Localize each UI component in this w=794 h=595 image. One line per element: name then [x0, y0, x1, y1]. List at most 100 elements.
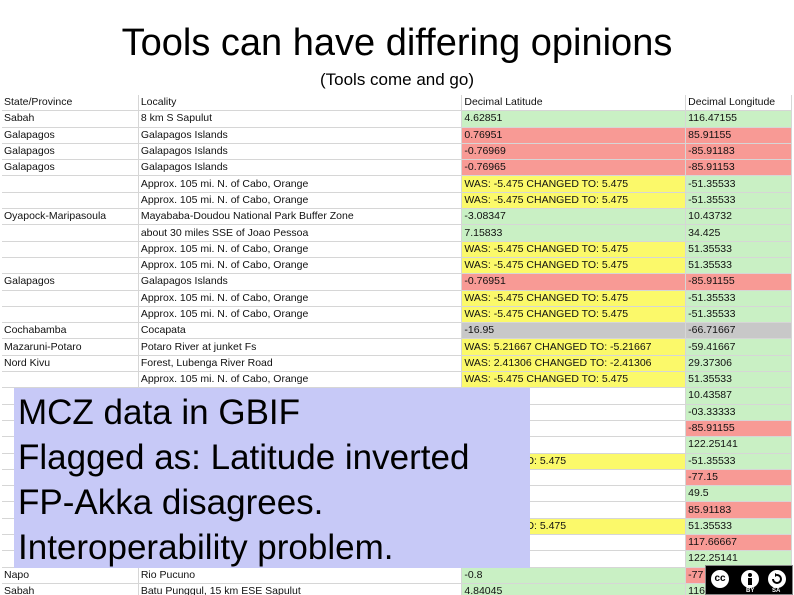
table-header-row: State/Province Locality Decimal Latitude… [2, 95, 792, 112]
longitude-cell: -51.35533 [685, 192, 792, 210]
longitude-cell: -51.35533 [685, 306, 792, 324]
latitude-cell: WAS: 2.41306 CHANGED TO: -2.41306 [461, 355, 687, 373]
longitude-cell: 51.35533 [685, 241, 792, 258]
longitude-cell: 34.425 [685, 224, 792, 242]
longitude-cell: -85.91153 [685, 159, 792, 177]
longitude-cell: -85.91155 [685, 273, 792, 291]
longitude-cell: 10.43587 [685, 387, 792, 405]
column-header: Locality [138, 95, 463, 112]
latitude-cell: WAS: -5.475 CHANGED TO: 5.475 [461, 306, 687, 324]
state-cell: Napo [2, 567, 139, 584]
latitude-cell: -16.95 [461, 322, 687, 340]
state-cell [2, 241, 139, 258]
latitude-cell: 4.62851 [461, 110, 687, 128]
state-cell [2, 192, 139, 210]
latitude-cell: WAS: -5.475 CHANGED TO: 5.475 [461, 257, 687, 275]
state-cell: Nord Kivu [2, 355, 139, 373]
state-cell [2, 175, 139, 193]
longitude-cell: 117.66667 [685, 534, 792, 552]
state-cell: Galapagos [2, 127, 139, 144]
table-row: Cochabamba Cocapata -16.95 -66.71667 [2, 322, 792, 340]
longitude-cell: 29.37306 [685, 355, 792, 373]
table-row: Galapagos Galapagos Islands -0.76969 -85.91… [2, 143, 792, 161]
column-header: Decimal Longitude [685, 95, 792, 112]
longitude-cell: -59.41667 [685, 338, 792, 356]
sa-label: SA [772, 588, 781, 594]
longitude-cell: 85.91155 [685, 127, 792, 144]
state-cell: Galapagos [2, 143, 139, 161]
by-label: BY [746, 588, 755, 594]
attribution-icon [739, 568, 761, 590]
longitude-cell: 51.35533 [685, 257, 792, 275]
locality-cell: Approx. 105 mi. N. of Cabo, Orange [138, 371, 463, 389]
longitude-cell: -85.91183 [685, 143, 792, 161]
latitude-cell: 7.15833 [461, 224, 687, 242]
locality-cell: Rio Pucuno [138, 567, 463, 584]
longitude-cell: 122.25141 [685, 436, 792, 454]
table-row: about 30 miles SSE of Joao Pessoa 7.15833… [2, 224, 792, 242]
table-row: Approx. 105 mi. N. of Cabo, Orange WAS: -… [2, 192, 792, 210]
table-row: Approx. 105 mi. N. of Cabo, Orange WAS: -… [2, 175, 792, 193]
state-cell: Sabah [2, 583, 139, 595]
slide-subtitle: (Tools come and go) [319, 70, 475, 89]
state-cell: Galapagos [2, 273, 139, 291]
table-row: Approx. 105 mi. N. of Cabo, Orange WAS: -… [2, 257, 792, 275]
latitude-cell: WAS: -5.475 CHANGED TO: 5.475 [461, 175, 687, 193]
longitude-cell: -51.35533 [685, 453, 792, 470]
latitude-cell: WAS: -5.475 CHANGED TO: 5.475 [461, 290, 687, 307]
locality-cell: 8 km S Sapulut [138, 110, 463, 128]
latitude-cell: -0.76969 [461, 143, 687, 161]
locality-cell: Batu Punggul, 15 km ESE Sapulut [138, 583, 463, 595]
creative-commons-badge[interactable]: cc BY SA [705, 565, 793, 595]
latitude-cell: WAS: -5.475 CHANGED TO: 5.475 [461, 241, 687, 258]
locality-cell: Galapagos Islands [138, 143, 463, 161]
latitude-cell: 0.76951 [461, 127, 687, 144]
state-cell: Oyapock-Maripasoula [2, 208, 139, 226]
table-row: Sabah 8 km S Sapulut 4.62851 116.47155 [2, 110, 792, 128]
table-row: Nord Kivu Forest, Lubenga River Road WAS: … [2, 355, 792, 373]
longitude-cell: 122.25141 [685, 550, 792, 568]
callout-line: MCZ data in GBIF [18, 393, 301, 432]
state-cell [2, 371, 139, 389]
locality-cell: Forest, Lubenga River Road [138, 355, 463, 373]
locality-cell: Approx. 105 mi. N. of Cabo, Orange [138, 257, 463, 275]
state-cell: Sabah [2, 110, 139, 128]
latitude-cell: -0.8 [461, 567, 687, 584]
longitude-cell: 116.47155 [685, 110, 792, 128]
longitude-cell: -66.71667 [685, 322, 792, 340]
locality-cell: Mayababa-Doudou National Park Buffer Zon… [138, 208, 463, 226]
table-row: Sabah Batu Punggul, 15 km ESE Sapulut 4.84… [2, 583, 792, 595]
locality-cell: Galapagos Islands [138, 127, 463, 144]
latitude-cell: -0.76965 [461, 159, 687, 177]
latitude-cell: 4.84045 [461, 583, 687, 595]
table-row: Galapagos Galapagos Islands -0.76965 -85.91… [2, 159, 792, 177]
longitude-cell: 85.91183 [685, 501, 792, 519]
latitude-cell: WAS: 5.21667 CHANGED TO: -5.21667 [461, 338, 687, 356]
locality-cell: Approx. 105 mi. N. of Cabo, Orange [138, 290, 463, 307]
table-row: Approx. 105 mi. N. of Cabo, Orange WAS: -… [2, 241, 792, 258]
cc-icon: cc [709, 568, 731, 590]
table-row: Approx. 105 mi. N. of Cabo, Orange WAS: -… [2, 306, 792, 324]
longitude-cell: 10.43732 [685, 208, 792, 226]
callout-line: FP-Akka disagrees. [18, 483, 324, 522]
table-row: Oyapock-Maripasoula Mayababa-Doudou Natio… [2, 208, 792, 226]
data-table: State/Province Locality Decimal Latitude… [2, 95, 792, 595]
locality-cell: Galapagos Islands [138, 159, 463, 177]
locality-cell: Galapagos Islands [138, 273, 463, 291]
locality-cell: Approx. 105 mi. N. of Cabo, Orange [138, 175, 463, 193]
spreadsheet-screenshot: State/Province Locality Decimal Latitude… [2, 95, 792, 595]
state-cell: Galapagos [2, 159, 139, 177]
table-row: Approx. 105 mi. N. of Cabo, Orange WAS: -… [2, 371, 792, 389]
latitude-cell: -3.08347 [461, 208, 687, 226]
latitude-cell: -0.76951 [461, 273, 687, 291]
state-cell [2, 224, 139, 242]
column-header: State/Province [2, 95, 139, 112]
longitude-cell: -03.33333 [685, 404, 792, 421]
latitude-cell: WAS: -5.475 CHANGED TO: 5.475 [461, 192, 687, 210]
table-row: Galapagos Galapagos Islands 0.76951 85.9115… [2, 127, 792, 144]
longitude-cell: 51.35533 [685, 371, 792, 389]
locality-cell: Approx. 105 mi. N. of Cabo, Orange [138, 192, 463, 210]
share-alike-icon [766, 568, 788, 590]
state-cell: Mazaruni-Potaro [2, 338, 139, 356]
state-cell [2, 306, 139, 324]
